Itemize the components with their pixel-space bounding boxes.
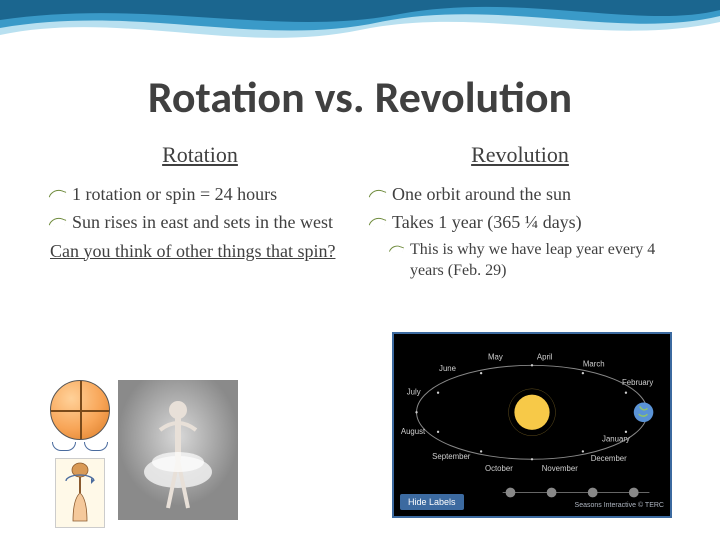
basketball-image: [50, 380, 110, 528]
month-label: March: [583, 359, 605, 368]
slide-content: Rotation vs. Revolution Rotation 1 rotat…: [0, 70, 720, 286]
prompt-other-things: Can you think of other things that spin?: [50, 239, 350, 263]
bullet-rotation-2: Sun rises in east and sets in the west: [50, 210, 350, 234]
spin-examples-images: [50, 380, 238, 528]
month-label: July: [407, 388, 421, 397]
bullet-revolution-2: Takes 1 year (365 ¼ days): [370, 210, 670, 234]
two-column-layout: Rotation 1 rotation or spin = 24 hours S…: [50, 142, 670, 286]
month-label: December: [591, 454, 627, 463]
orbit-credit-text: Seasons Interactive © TERC: [575, 502, 664, 510]
hide-labels-button[interactable]: Hide Labels: [400, 494, 464, 510]
wave-decoration: [0, 0, 720, 60]
bullet-rotation-1: 1 rotation or spin = 24 hours: [50, 182, 350, 206]
month-label: January: [602, 435, 630, 444]
sub-bullet-leap-year: This is why we have leap year every 4 ye…: [370, 239, 670, 282]
month-label: August: [401, 427, 426, 436]
left-column: Rotation 1 rotation or spin = 24 hours S…: [50, 142, 350, 286]
column-header-rotation: Rotation: [50, 142, 350, 168]
ballerina-image: [118, 380, 238, 520]
bullet-revolution-1: One orbit around the sun: [370, 182, 670, 206]
right-column: Revolution One orbit around the sun Take…: [370, 142, 670, 286]
rotation-arrows-icon: [50, 442, 110, 456]
month-label: October: [485, 464, 513, 473]
month-label: May: [488, 352, 503, 361]
month-label: June: [439, 364, 456, 373]
month-label: September: [432, 452, 471, 461]
column-header-revolution: Revolution: [370, 142, 670, 168]
month-label: February: [622, 378, 653, 387]
basketball-icon: [50, 380, 110, 440]
earth-orbit-diagram: May April March February January June Ju…: [392, 332, 672, 518]
finger-spin-image: [55, 458, 105, 528]
month-label: April: [537, 352, 553, 361]
slide-title: Rotation vs. Revolution: [50, 70, 670, 124]
month-label: November: [542, 464, 578, 473]
